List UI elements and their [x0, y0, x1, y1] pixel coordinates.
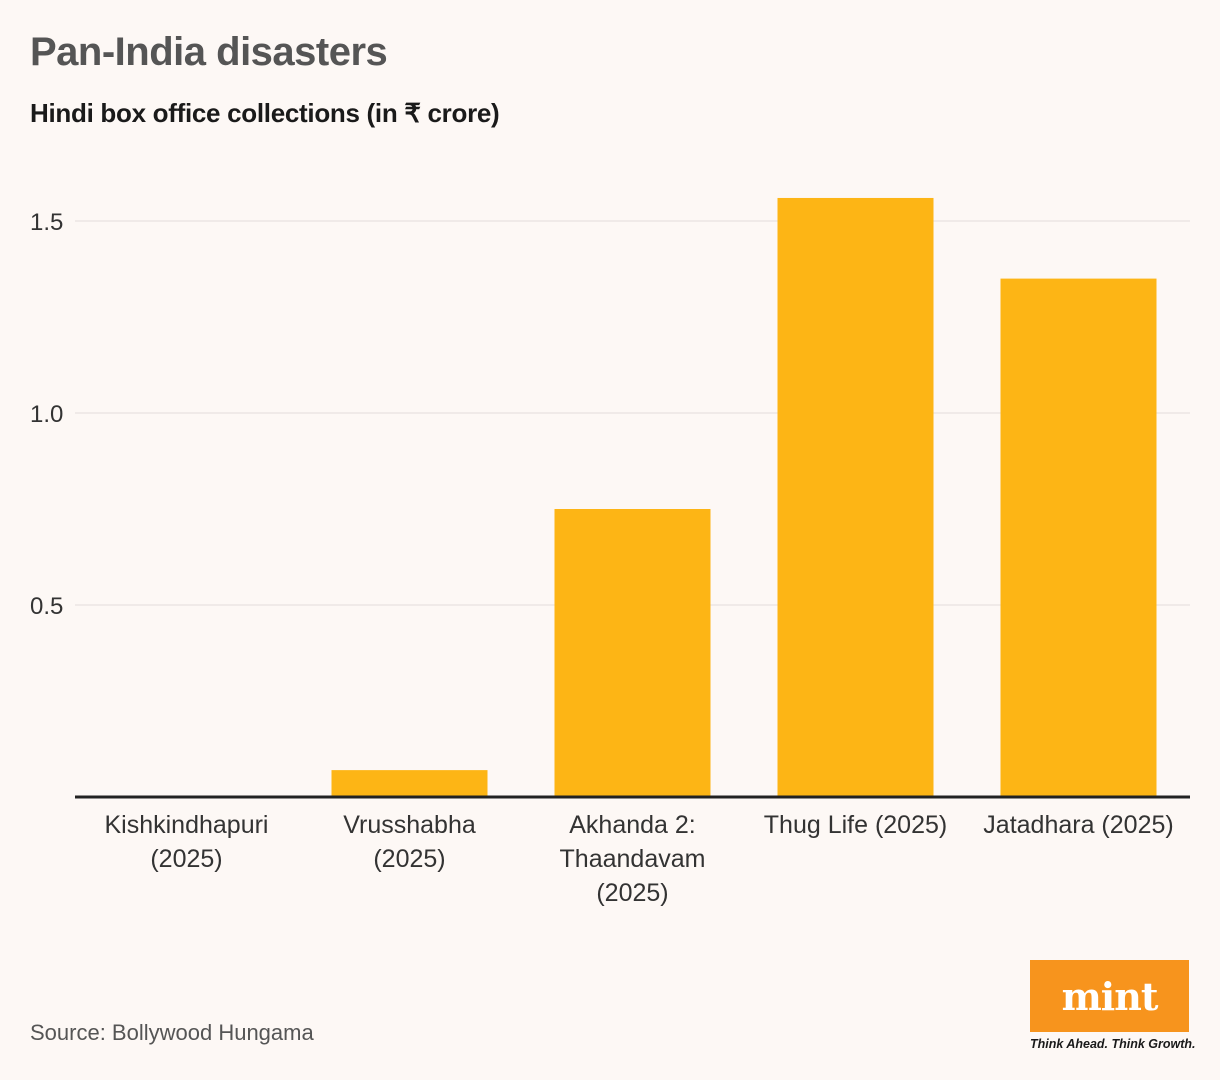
chart-title: Pan-India disasters: [30, 30, 388, 74]
mint-logo-text: mint: [1061, 973, 1159, 1019]
source-note: Source: Bollywood Hungama: [30, 1020, 314, 1045]
chart-subtitle: Hindi box office collections (in ₹ crore…: [30, 98, 500, 128]
x-tick-label: Kishkindhapuri (2025): [105, 811, 269, 873]
x-tick-label: Vrusshabha (2025): [343, 811, 476, 873]
logo-tagline: Think Ahead. Think Growth.: [1030, 1037, 1196, 1051]
bar-chart: 0.5 1.0 1.5 Kishkindhapuri (2025) Vrusshabha(…: [30, 197, 1190, 907]
y-tick-label: 1.0: [30, 401, 63, 428]
y-tick-label: 0.5: [30, 593, 63, 620]
bar: [1000, 278, 1157, 798]
x-tick-label: Jatadhara (2025): [983, 811, 1173, 839]
mint-logo: mint: [1030, 960, 1189, 1032]
x-tick-label: Akhanda 2: Thaandavam (2025): [560, 811, 706, 907]
x-tick-label: Thug Life (2025): [764, 811, 947, 839]
bar: [554, 509, 711, 797]
bar: [777, 197, 934, 797]
bar: [331, 770, 488, 797]
y-tick-label: 1.5: [30, 209, 63, 236]
